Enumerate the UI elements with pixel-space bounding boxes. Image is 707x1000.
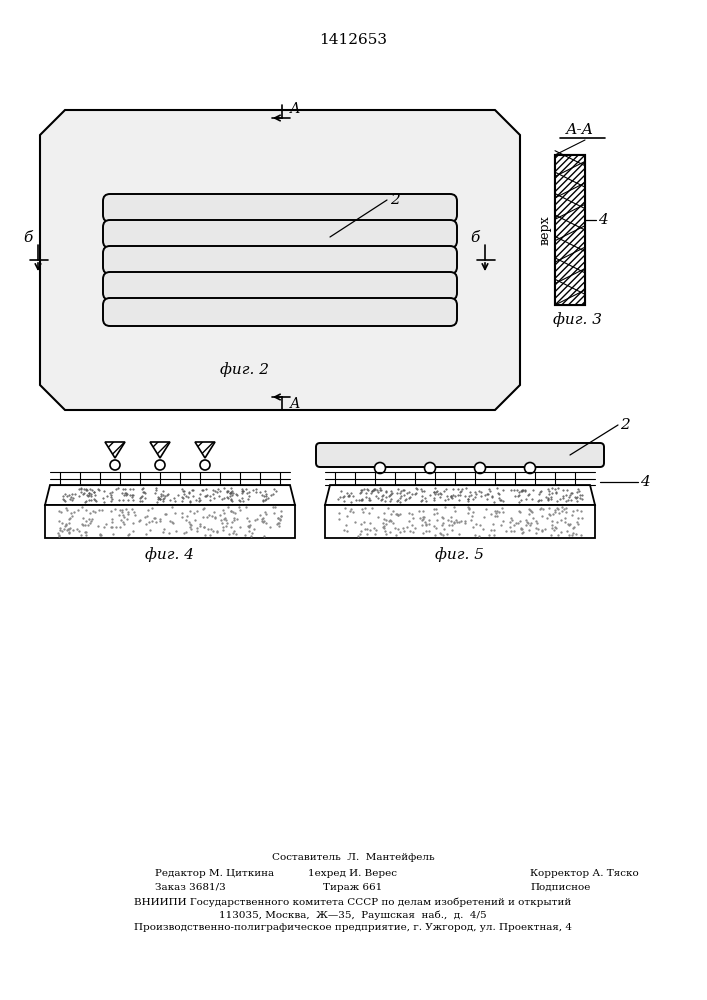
Text: фиг. 5: фиг. 5 xyxy=(436,548,484,562)
Text: 113035, Москва,  Ж—35,  Раушская  наб.,  д.  4/5: 113035, Москва, Ж—35, Раушская наб., д. … xyxy=(219,910,487,920)
Polygon shape xyxy=(195,442,215,458)
Polygon shape xyxy=(325,505,595,538)
FancyBboxPatch shape xyxy=(103,272,457,300)
Text: ВНИИПИ Государственного комитета СССР по делам изобретений и открытий: ВНИИПИ Государственного комитета СССР по… xyxy=(134,897,572,907)
Text: 2: 2 xyxy=(620,418,630,432)
Text: фиг. 3: фиг. 3 xyxy=(554,313,602,327)
Circle shape xyxy=(424,462,436,474)
Text: 4: 4 xyxy=(598,213,608,227)
Text: 1ехред И. Верес: 1ехред И. Верес xyxy=(308,868,397,878)
Polygon shape xyxy=(40,110,520,410)
Polygon shape xyxy=(555,155,585,305)
Text: 4: 4 xyxy=(640,475,650,489)
Text: А: А xyxy=(290,102,300,116)
FancyBboxPatch shape xyxy=(103,298,457,326)
Circle shape xyxy=(474,462,486,474)
Text: Составитель  Л.  Мантейфель: Составитель Л. Мантейфель xyxy=(271,852,434,861)
Polygon shape xyxy=(105,442,125,458)
Circle shape xyxy=(110,460,120,470)
Circle shape xyxy=(200,460,210,470)
Text: А: А xyxy=(290,397,300,411)
Text: Редактор М. Циткина: Редактор М. Циткина xyxy=(155,868,274,878)
Text: Подписное: Подписное xyxy=(530,882,590,892)
Text: А-А: А-А xyxy=(566,123,594,137)
Circle shape xyxy=(155,460,165,470)
Circle shape xyxy=(375,462,385,474)
Text: фиг. 2: фиг. 2 xyxy=(221,363,269,377)
Polygon shape xyxy=(45,505,295,538)
FancyBboxPatch shape xyxy=(103,220,457,248)
Text: Корректор А. Тяско: Корректор А. Тяско xyxy=(530,868,638,878)
Polygon shape xyxy=(45,485,295,505)
FancyBboxPatch shape xyxy=(316,443,604,467)
Text: 1412653: 1412653 xyxy=(319,33,387,47)
Polygon shape xyxy=(150,442,170,458)
Text: верх: верх xyxy=(539,215,551,245)
Text: 2: 2 xyxy=(390,193,399,207)
Text: Заказ 3681/3: Заказ 3681/3 xyxy=(155,882,226,892)
Polygon shape xyxy=(325,485,595,505)
Text: Тираж 661: Тираж 661 xyxy=(323,882,382,892)
FancyBboxPatch shape xyxy=(103,246,457,274)
Circle shape xyxy=(525,462,535,474)
Text: б: б xyxy=(470,231,479,245)
FancyBboxPatch shape xyxy=(103,194,457,222)
Text: фиг. 4: фиг. 4 xyxy=(146,548,194,562)
Polygon shape xyxy=(555,155,585,305)
Text: б: б xyxy=(23,231,33,245)
Text: Производственно-полиграфическое предприятие, г. Ужгород, ул. Проектная, 4: Производственно-полиграфическое предприя… xyxy=(134,924,572,932)
